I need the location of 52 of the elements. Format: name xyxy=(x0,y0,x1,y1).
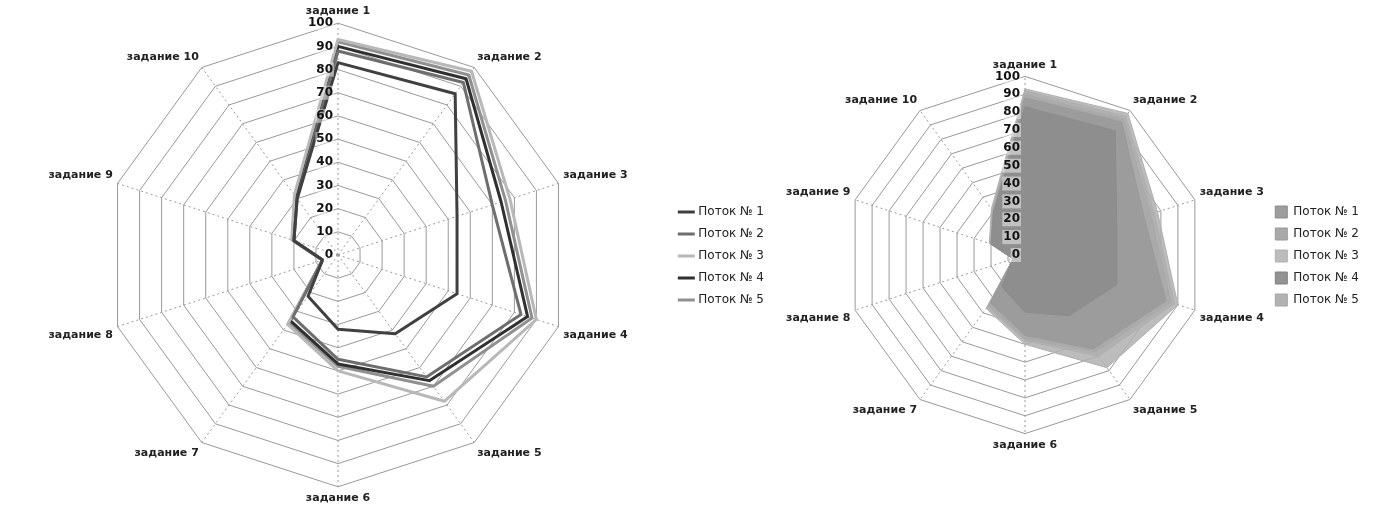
legend-label: Поток № 4 xyxy=(1293,270,1360,285)
spoke-label: задание 2 xyxy=(1132,92,1198,106)
y-tick-label: 0 xyxy=(1011,247,1020,262)
y-tick-label: 100 xyxy=(307,15,333,30)
spoke-label: задание 10 xyxy=(126,49,200,63)
y-tick-label: 70 xyxy=(316,84,333,99)
legend-label: Поток № 5 xyxy=(698,292,765,307)
spoke-label: задание 9 xyxy=(48,168,113,182)
y-tick-label: 10 xyxy=(316,223,333,238)
spoke-label: задание 8 xyxy=(786,311,851,325)
y-tick-label: 80 xyxy=(316,61,333,76)
spoke-label: задание 1 xyxy=(305,4,371,18)
spoke-label: задание 1 xyxy=(992,57,1058,71)
legend-label: Поток № 2 xyxy=(698,226,765,241)
legend-label: Поток № 3 xyxy=(1293,248,1360,263)
y-tick-label: 20 xyxy=(1003,211,1020,226)
spoke-label: задание 3 xyxy=(563,168,628,182)
y-tick-label: 80 xyxy=(1003,104,1020,119)
y-tick-label: 30 xyxy=(316,177,333,192)
legend-label: Поток № 1 xyxy=(698,204,765,219)
y-tick-label: 90 xyxy=(1003,86,1020,101)
spoke-label: задание 4 xyxy=(563,327,628,341)
y-tick-label: 40 xyxy=(316,154,333,169)
spoke-label: задание 2 xyxy=(477,49,542,63)
y-tick-label: 70 xyxy=(1003,122,1020,137)
legend-label: Поток № 1 xyxy=(1293,204,1360,219)
y-tick-label: 0 xyxy=(324,247,333,262)
spoke-label: задание 8 xyxy=(48,327,113,341)
y-tick-label: 30 xyxy=(1003,193,1020,208)
spoke-label: задание 9 xyxy=(786,184,851,198)
spoke-label: задание 6 xyxy=(992,438,1058,452)
spoke-label: задание 5 xyxy=(477,446,542,460)
y-tick-label: 50 xyxy=(316,131,333,146)
spoke-label: задание 4 xyxy=(1199,311,1265,325)
spoke-label: задание 7 xyxy=(852,403,918,417)
y-tick-label: 10 xyxy=(1003,229,1020,244)
spoke-label: задание 7 xyxy=(134,446,199,460)
spoke-label: задание 5 xyxy=(1132,403,1198,417)
y-tick-label: 60 xyxy=(316,108,333,123)
y-tick-label: 40 xyxy=(1003,175,1020,190)
y-tick-label: 90 xyxy=(316,38,333,53)
legend-label: Поток № 3 xyxy=(698,248,765,263)
spoke-label: задание 3 xyxy=(1199,184,1264,198)
spoke-label: задание 10 xyxy=(845,92,918,106)
y-tick-label: 50 xyxy=(1003,157,1020,172)
legend-label: Поток № 2 xyxy=(1293,226,1360,241)
y-tick-label: 60 xyxy=(1003,139,1020,154)
y-tick-label: 100 xyxy=(994,68,1020,83)
y-tick-label: 20 xyxy=(316,200,333,215)
spoke-label: задание 6 xyxy=(305,491,371,505)
legend-label: Поток № 4 xyxy=(698,270,765,285)
legend-label: Поток № 5 xyxy=(1293,292,1360,307)
